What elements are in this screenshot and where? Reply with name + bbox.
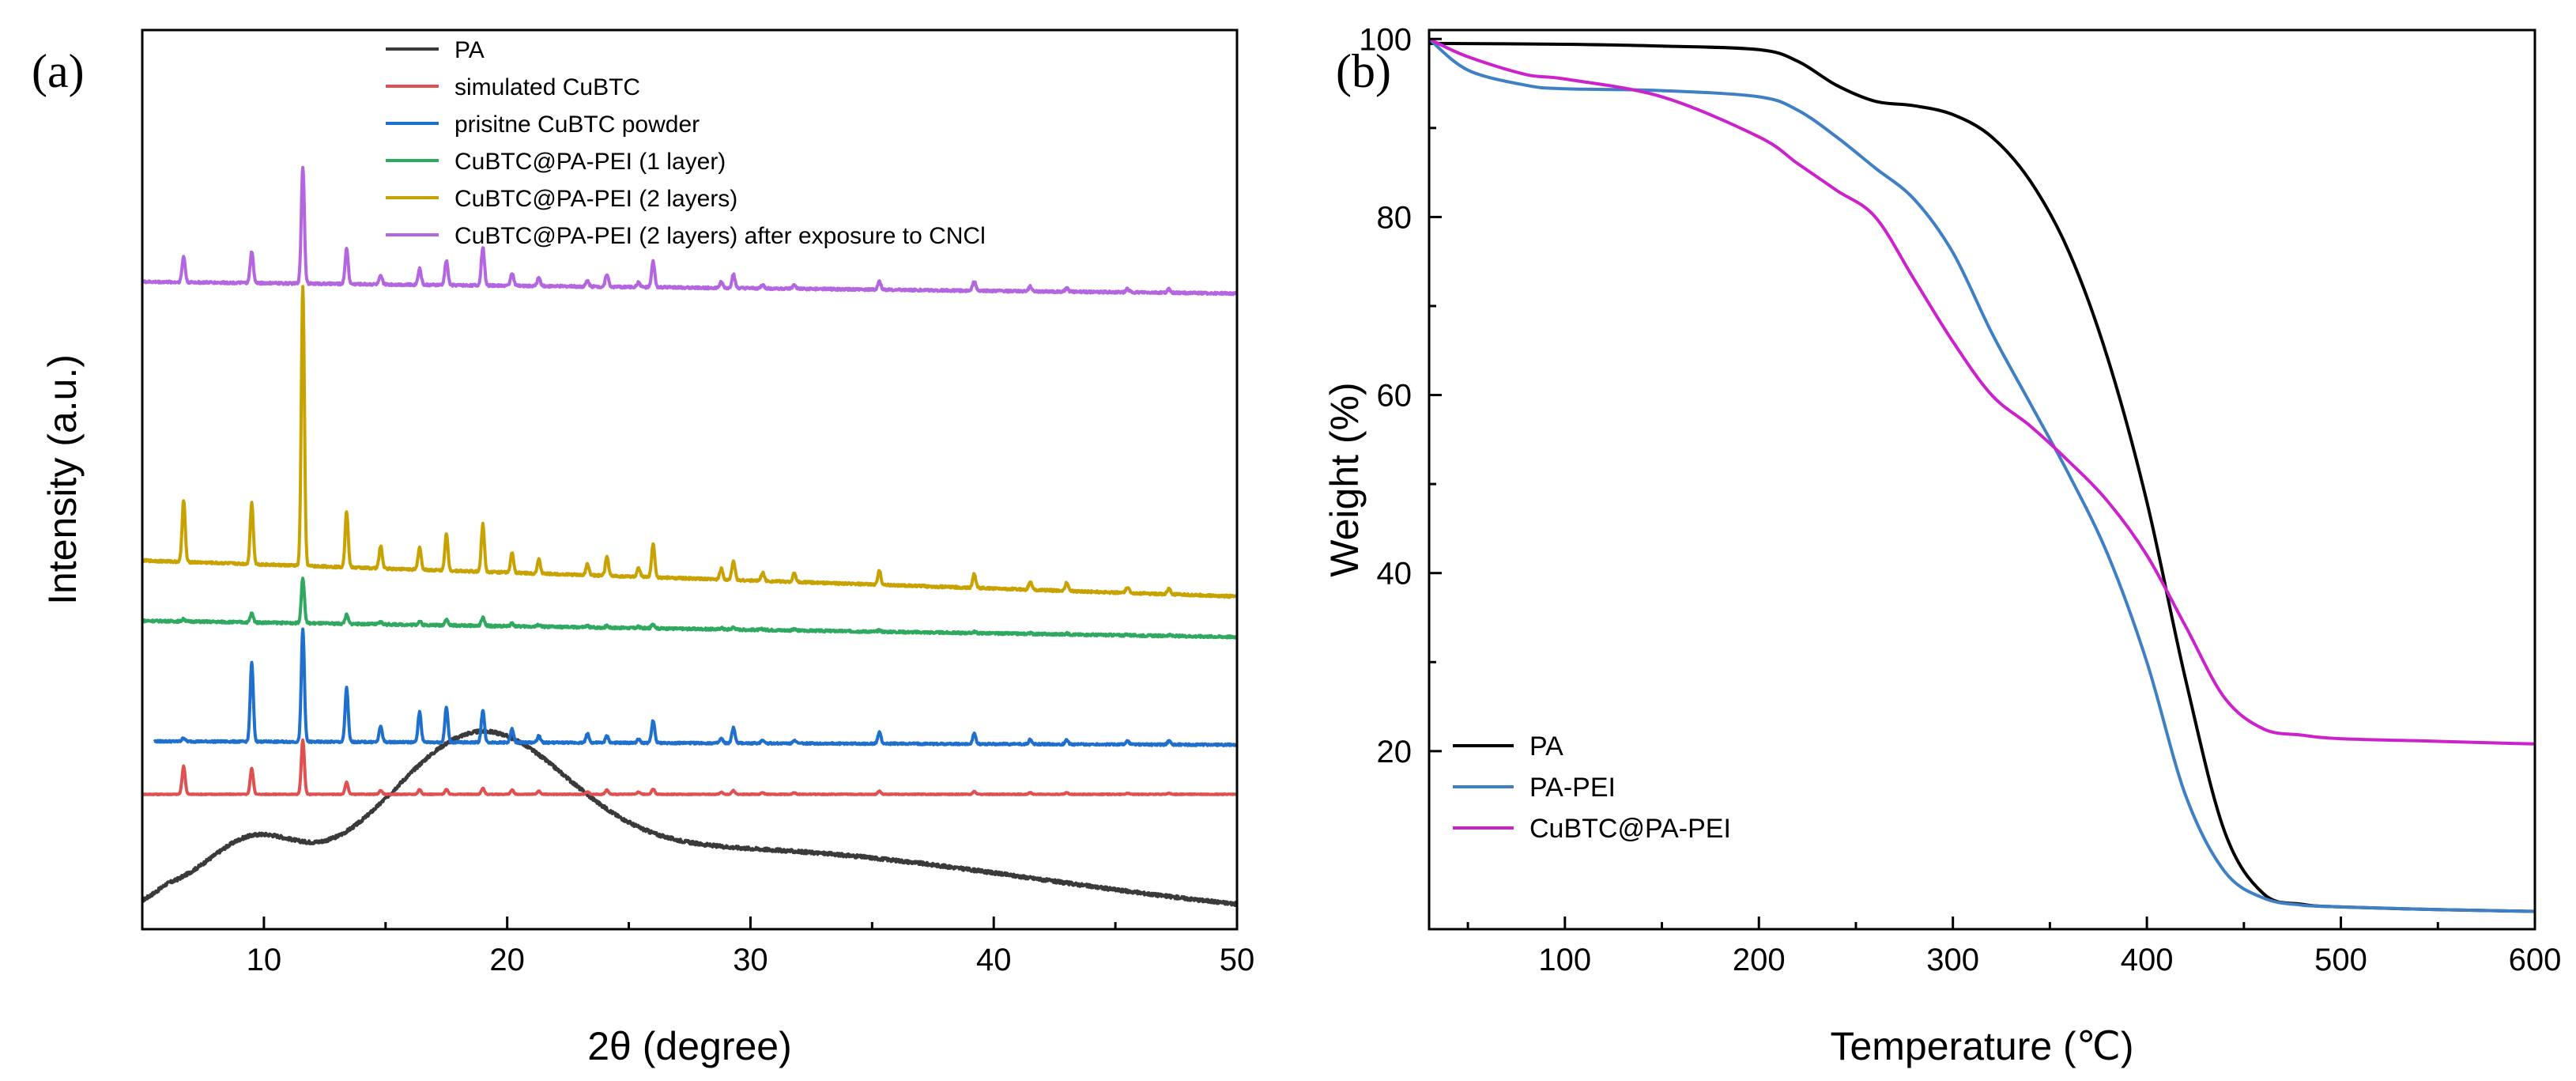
panel-a-series-line xyxy=(141,728,1238,907)
panel-b-tga-chart: (b) Weight (%) Temperature (℃) 100 200 300… xyxy=(1322,22,2561,1068)
panel-b-ytick-label: 60 xyxy=(1377,379,1412,414)
panel-a-xrd-chart: (a) Intensity (a.u.) 2θ (degree) 10 20 30 4… xyxy=(32,28,1255,1068)
panel-a-xlabel: 2θ (degree) xyxy=(587,1024,792,1068)
panel-b-plot-frame xyxy=(1428,28,2536,931)
panel-b-xtick-label: 500 xyxy=(2314,943,2367,977)
panel-b-legend-entry: PA xyxy=(1529,731,1563,762)
panel-b-legend-entry: CuBTC@PA-PEI xyxy=(1529,814,1731,844)
panel-a-series-layer xyxy=(141,165,1239,907)
panel-b-xtick-label: 100 xyxy=(1538,943,1591,977)
panel-b-label: (b) xyxy=(1336,45,1391,97)
panel-a-label: (a) xyxy=(32,45,85,97)
panel-a-series-line xyxy=(153,627,1238,747)
panel-b-series-line xyxy=(1428,37,2536,746)
panel-a-legend-entry: simulated CuBTC xyxy=(454,74,640,100)
panel-b-xtick-label: 400 xyxy=(2121,943,2174,977)
panel-a-series-line xyxy=(141,285,1238,599)
panel-b-xtick-label: 200 xyxy=(1733,943,1786,977)
panel-b-ticks: 100 200 300 400 500 600 20 40 60 80 100 xyxy=(1359,22,2561,977)
panel-a-xtick-label: 20 xyxy=(489,943,525,977)
panel-b-xtick-label: 300 xyxy=(1926,943,1979,977)
panel-b-legend-entry: PA-PEI xyxy=(1529,773,1616,803)
panel-a-ticks: 10 20 30 40 50 xyxy=(247,917,1255,977)
panel-a-series-line xyxy=(141,738,1238,796)
panel-a-legend-entry: prisitne CuBTC powder xyxy=(454,112,700,138)
panel-a-xtick-label: 30 xyxy=(733,943,768,977)
panel-a-legend-entry: CuBTC@PA-PEI (2 layers) xyxy=(454,186,737,212)
panel-b-xtick-label: 600 xyxy=(2509,943,2562,977)
panel-a-legend-entry: CuBTC@PA-PEI (2 layers) after exposure t… xyxy=(454,223,986,249)
panel-a-ylabel: Intensity (a.u.) xyxy=(40,354,85,605)
panel-a-series-line xyxy=(141,165,1239,297)
panel-a-legend-entry: CuBTC@PA-PEI (1 layer) xyxy=(454,149,726,175)
panel-b-ytick-label: 40 xyxy=(1377,557,1412,592)
panel-b-ytick-label: 20 xyxy=(1377,735,1412,769)
panel-b-series-layer xyxy=(1428,37,2536,913)
panel-b-xlabel: Temperature (℃) xyxy=(1830,1024,2133,1068)
panel-a-legend: PA simulated CuBTC prisitne CuBTC powder Cu… xyxy=(386,37,986,249)
panel-a-xtick-label: 50 xyxy=(1220,943,1255,977)
panel-a-xtick-label: 40 xyxy=(976,943,1012,977)
panel-a-plot-frame xyxy=(141,28,1239,931)
panel-b-series-line xyxy=(1428,37,2536,913)
panel-b-ytick-label: 100 xyxy=(1359,22,1412,57)
panel-b-ytick-label: 80 xyxy=(1377,200,1412,235)
panel-a-series-line xyxy=(141,576,1238,640)
panel-a-legend-entry: PA xyxy=(454,37,485,63)
panel-a-xtick-label: 10 xyxy=(247,943,282,977)
panel-b-ylabel: Weight (%) xyxy=(1322,382,1367,576)
panel-b-legend: PA PA-PEI CuBTC@PA-PEI xyxy=(1453,731,1731,844)
